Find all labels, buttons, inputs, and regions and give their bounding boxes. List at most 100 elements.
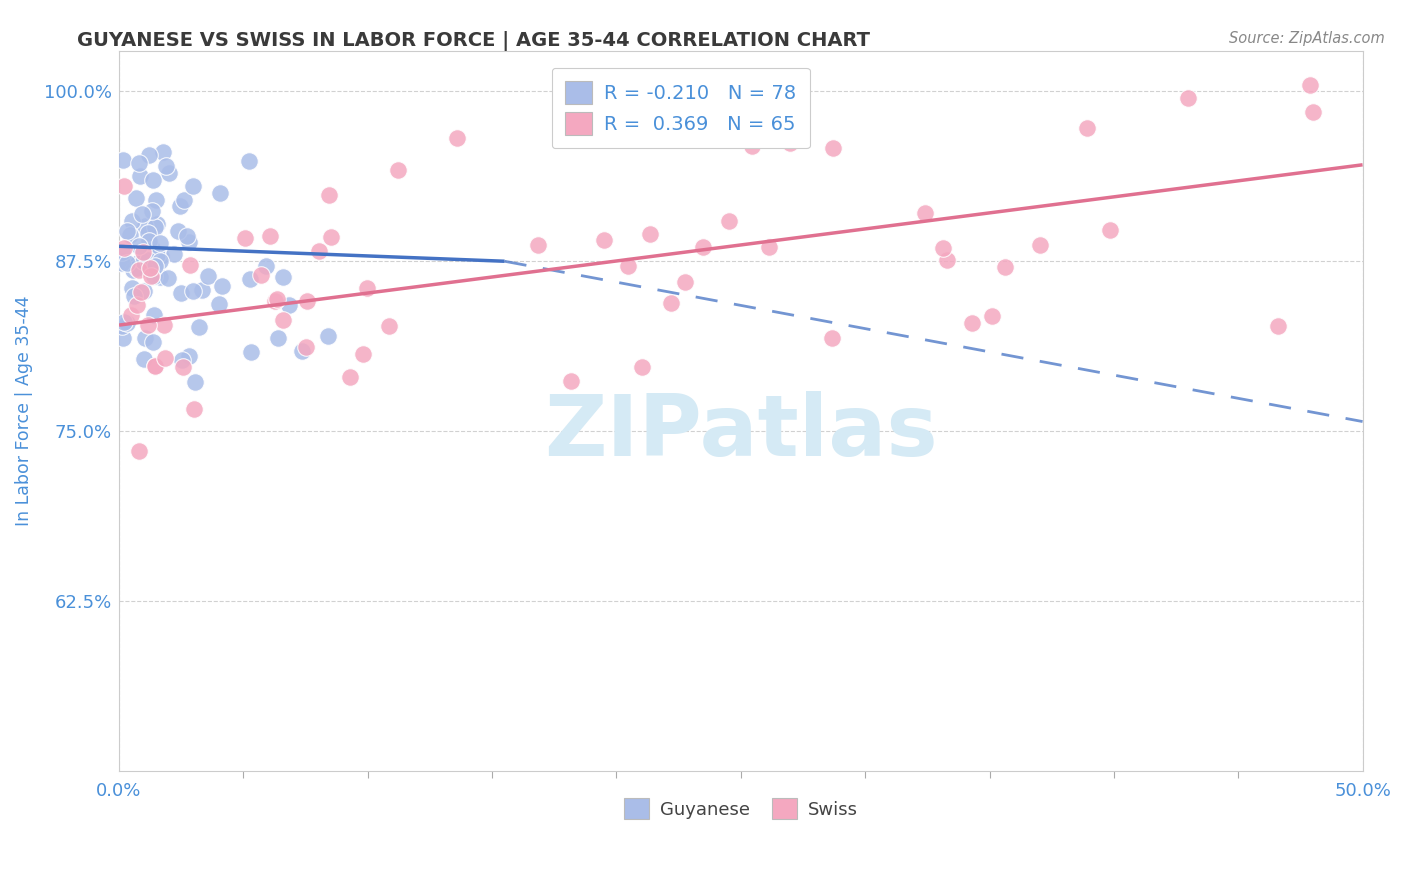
Point [134,284,156,298]
Text: GUYANESE VS SWISS IN LABOR FORCE | AGE 35-44 CORRELATION CHART: GUYANESE VS SWISS IN LABOR FORCE | AGE 3… [77,31,870,51]
Point [111,245,134,260]
Point [143,309,166,323]
Point [718,214,741,228]
Point [127,297,149,311]
Point [125,260,148,275]
Point [170,352,193,367]
Point [720,120,742,134]
Point [446,131,468,145]
Point [295,293,318,308]
Point [294,340,316,354]
Point [131,207,153,221]
Point [319,229,342,244]
Point [1076,120,1098,135]
Point [821,331,844,345]
Point [191,283,214,297]
Point [316,329,339,343]
Point [981,309,1004,323]
Point [1302,104,1324,119]
Point [291,343,314,358]
Point [741,139,763,153]
Point [211,279,233,293]
Point [593,233,616,247]
Point [259,229,281,244]
Point [181,179,204,194]
Point [127,256,149,270]
Point [169,199,191,213]
Point [112,331,135,345]
Point [145,359,167,374]
Point [207,297,229,311]
Point [150,249,173,263]
Point [173,193,195,207]
Point [141,203,163,218]
Point [254,260,277,274]
Point [139,269,162,284]
Point [136,318,159,332]
Point [143,359,166,373]
Point [139,245,162,260]
Text: ZIPatlas: ZIPatlas [544,391,938,474]
Point [138,261,160,276]
Point [128,169,150,183]
Point [138,253,160,268]
Point [142,173,165,187]
Point [132,351,155,366]
Point [266,292,288,306]
Point [267,331,290,345]
Point [157,270,180,285]
Legend: Guyanese, Swiss: Guyanese, Swiss [617,791,865,827]
Point [994,260,1017,275]
Point [138,147,160,161]
Point [339,369,361,384]
Point [1098,223,1121,237]
Point [239,345,262,359]
Point [659,296,682,310]
Point [271,313,294,327]
Point [181,284,204,298]
Point [377,318,399,333]
Point [118,227,141,242]
Text: Source: ZipAtlas.com: Source: ZipAtlas.com [1229,31,1385,46]
Point [115,316,138,330]
Point [134,219,156,234]
Point [136,227,159,241]
Point [1299,78,1322,92]
Point [271,269,294,284]
Point [148,235,170,250]
Point [112,153,135,168]
Point [914,206,936,220]
Point [145,259,167,273]
Point [131,245,153,260]
Point [179,259,201,273]
Point [179,235,201,249]
Point [128,238,150,252]
Point [356,281,378,295]
Point [176,229,198,244]
Point [163,247,186,261]
Point [112,241,135,255]
Point [932,241,955,255]
Point [121,280,143,294]
Point [1177,91,1199,105]
Point [128,444,150,458]
Point [149,269,172,284]
Point [166,224,188,238]
Point [1028,238,1050,252]
Point [129,285,152,300]
Point [142,335,165,350]
Y-axis label: In Labor Force | Age 35-44: In Labor Force | Age 35-44 [15,295,32,526]
Point [184,376,207,390]
Point [560,374,582,388]
Point [631,359,654,374]
Point [128,156,150,170]
Point [183,401,205,416]
Point [960,316,983,330]
Point [152,145,174,159]
Point [155,351,177,365]
Point [111,253,134,268]
Point [638,227,661,241]
Point [318,188,340,202]
Point [132,254,155,268]
Point [122,289,145,303]
